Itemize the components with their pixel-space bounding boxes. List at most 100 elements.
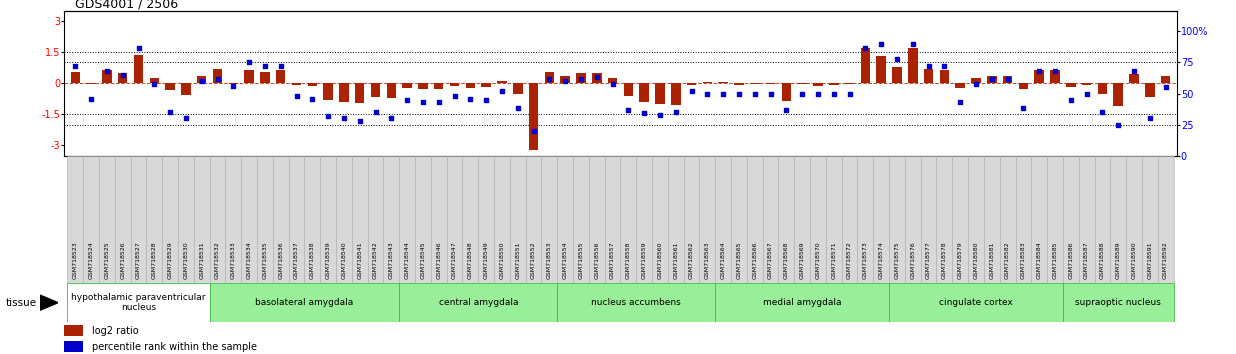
Bar	[339, 83, 349, 102]
Bar	[355, 83, 365, 103]
Text: GSM718531: GSM718531	[199, 242, 204, 279]
Bar	[83, 156, 99, 283]
Text: GSM718563: GSM718563	[705, 242, 709, 279]
Bar	[718, 82, 728, 83]
Point	[666, 109, 686, 115]
Text: GSM718589: GSM718589	[1116, 242, 1121, 279]
Bar	[1110, 156, 1126, 283]
Text: GSM718545: GSM718545	[420, 242, 425, 279]
Bar	[352, 156, 367, 283]
Text: GSM718524: GSM718524	[89, 242, 94, 279]
Text: cingulate cortex: cingulate cortex	[939, 298, 1014, 307]
Point	[650, 112, 670, 118]
Bar	[103, 70, 111, 83]
Text: GSM718590: GSM718590	[1131, 242, 1137, 279]
Text: central amygdala: central amygdala	[439, 298, 518, 307]
Bar	[261, 72, 269, 83]
Point	[571, 76, 591, 81]
Bar	[70, 72, 80, 83]
Point	[524, 128, 544, 134]
Bar	[763, 156, 779, 283]
Text: GSM718525: GSM718525	[104, 242, 110, 279]
Bar	[241, 156, 257, 283]
Bar	[510, 156, 525, 283]
Bar	[684, 156, 700, 283]
Bar	[178, 156, 194, 283]
Bar	[545, 72, 554, 83]
Bar	[133, 55, 143, 83]
Bar	[482, 83, 491, 87]
Bar	[162, 156, 178, 283]
Bar	[497, 81, 507, 83]
Bar	[795, 156, 810, 283]
Point	[967, 81, 986, 86]
Bar	[968, 156, 984, 283]
Text: GSM718544: GSM718544	[404, 242, 409, 279]
Bar	[418, 83, 428, 90]
Text: GSM718536: GSM718536	[278, 242, 283, 279]
Text: GSM718523: GSM718523	[73, 242, 78, 279]
Bar	[971, 78, 980, 83]
Bar	[257, 156, 273, 283]
Point	[618, 107, 638, 113]
Bar	[813, 83, 823, 86]
Bar	[64, 325, 83, 336]
Bar	[557, 283, 716, 322]
Text: log2 ratio: log2 ratio	[91, 326, 138, 336]
Bar	[560, 76, 570, 83]
Bar	[289, 156, 304, 283]
Point	[682, 88, 702, 94]
Text: GSM718577: GSM718577	[926, 242, 931, 279]
Bar	[1035, 70, 1044, 83]
Text: GSM718571: GSM718571	[832, 242, 837, 279]
Point	[918, 63, 938, 69]
Text: GSM718580: GSM718580	[974, 242, 979, 279]
Point	[981, 76, 1001, 81]
Bar	[608, 78, 617, 83]
Bar	[923, 69, 933, 83]
Text: GSM718527: GSM718527	[136, 242, 141, 279]
Text: GSM718587: GSM718587	[1084, 242, 1089, 279]
Text: medial amygdala: medial amygdala	[763, 298, 842, 307]
Text: GSM718554: GSM718554	[562, 242, 567, 279]
Text: GSM718528: GSM718528	[152, 242, 157, 279]
Bar	[671, 83, 681, 105]
Text: GSM718586: GSM718586	[1068, 242, 1073, 279]
Point	[1060, 97, 1080, 103]
Text: GSM718549: GSM718549	[483, 242, 488, 279]
Bar	[304, 156, 320, 283]
Bar	[117, 73, 127, 83]
Text: GSM718566: GSM718566	[753, 242, 758, 279]
Bar	[529, 83, 539, 149]
Point	[492, 88, 512, 94]
Bar	[434, 83, 444, 90]
Bar	[576, 73, 586, 83]
Point	[445, 93, 465, 99]
Point	[303, 96, 323, 101]
Point	[887, 56, 907, 62]
Bar	[276, 70, 286, 83]
Text: GSM718533: GSM718533	[231, 242, 236, 279]
Text: GSM718552: GSM718552	[531, 242, 536, 279]
Bar	[687, 83, 696, 85]
Text: GSM718578: GSM718578	[942, 242, 947, 279]
Bar	[734, 83, 744, 85]
Bar	[1018, 83, 1028, 90]
Bar	[1114, 83, 1124, 106]
Text: GSM718534: GSM718534	[247, 242, 252, 279]
Text: GSM718539: GSM718539	[325, 242, 331, 279]
Bar	[64, 341, 83, 353]
Bar	[462, 156, 478, 283]
Bar	[308, 83, 318, 86]
Text: tissue: tissue	[6, 298, 37, 308]
Text: GSM718537: GSM718537	[294, 242, 299, 279]
Bar	[415, 156, 431, 283]
Bar	[513, 83, 523, 93]
Point	[792, 91, 812, 96]
Bar	[1161, 76, 1170, 83]
Bar	[166, 83, 174, 91]
Text: GSM718530: GSM718530	[183, 242, 188, 279]
Bar	[1095, 156, 1110, 283]
Bar	[403, 83, 412, 88]
Point	[697, 91, 717, 96]
